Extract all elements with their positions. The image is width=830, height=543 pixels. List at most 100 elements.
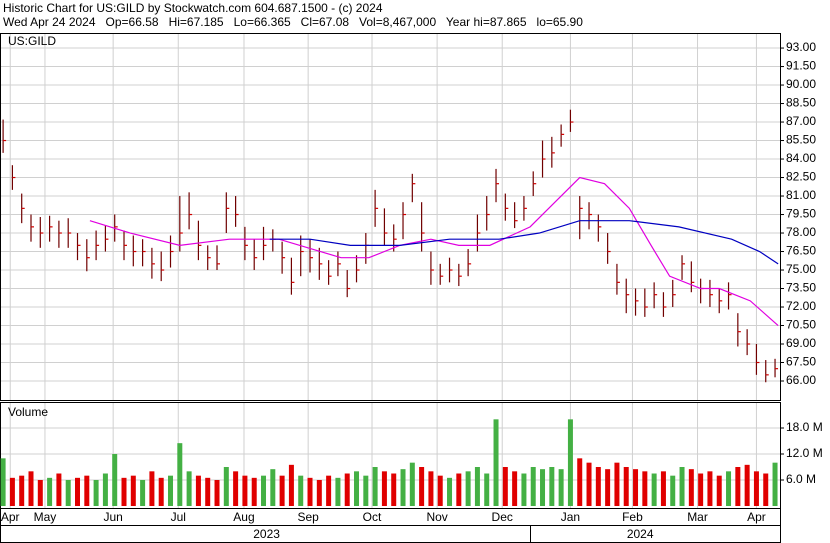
- volume-bar: [474, 467, 480, 506]
- x-tick-label: Jul: [171, 510, 186, 524]
- volume-bar: [9, 477, 15, 506]
- volume-label: Volume: [8, 405, 48, 419]
- volume-bar: [84, 475, 90, 506]
- volume-bar: [195, 475, 201, 506]
- volume-bar: [19, 475, 25, 506]
- volume-bar: [158, 477, 164, 506]
- y-tick-label: 85.50: [786, 133, 816, 147]
- x-tick-label: Jan: [561, 510, 580, 524]
- x-tick-label: Jun: [103, 510, 122, 524]
- volume-bar: [493, 419, 499, 506]
- volume-bar: [140, 480, 146, 506]
- volume-bar: [223, 467, 229, 506]
- volume-bar: [93, 480, 99, 506]
- volume-bar: [177, 443, 183, 506]
- volume-bar: [102, 473, 108, 506]
- chart-subtitle: Wed Apr 24 2024 Op=66.58 Hi=67.185 Lo=66…: [3, 15, 583, 29]
- volume-bar: [679, 467, 685, 506]
- volume-bar: [400, 469, 406, 506]
- volume-bar: [121, 477, 127, 506]
- volume-bar: [605, 469, 611, 506]
- volume-bar: [409, 462, 415, 506]
- volume-bar: [660, 471, 666, 506]
- volume-bar: [521, 473, 527, 506]
- volume-bar: [633, 469, 639, 506]
- y-tick-label: 73.50: [786, 281, 816, 295]
- volume-bar: [726, 471, 732, 506]
- y-tick-label: 76.50: [786, 244, 816, 258]
- volume-bar: [642, 471, 648, 506]
- volume-bar: [484, 473, 490, 506]
- volume-bar: [354, 471, 360, 506]
- volume-bar: [168, 475, 174, 506]
- x-tick-label: Nov: [426, 510, 447, 524]
- x-tick-label: Sep: [297, 510, 319, 524]
- chart-title: Historic Chart for US:GILD by Stockwatch…: [3, 1, 383, 15]
- y-tick-label: 88.50: [786, 96, 816, 110]
- y-tick-label: 12.0 M: [786, 446, 823, 460]
- volume-bar: [28, 471, 34, 506]
- volume-bar: [465, 471, 471, 506]
- y-tick-label: 18.0 M: [786, 420, 823, 434]
- y-tick-label: 87.00: [786, 114, 816, 128]
- price-panel: [0, 33, 781, 401]
- x-tick-label: Oct: [363, 510, 382, 524]
- volume-bar: [0, 458, 6, 506]
- volume-bar: [595, 467, 601, 506]
- y-tick-label: 75.00: [786, 262, 816, 276]
- volume-bar: [251, 477, 257, 506]
- volume-bar: [288, 464, 294, 506]
- volume-bar: [381, 471, 387, 506]
- x-tick-label: Mar: [687, 510, 708, 524]
- volume-bar: [37, 480, 43, 506]
- volume-bar: [698, 473, 704, 506]
- x-tick-label: Apr: [747, 510, 766, 524]
- volume-bar: [567, 419, 573, 506]
- y-tick-label: 66.00: [786, 373, 816, 387]
- volume-bar: [558, 469, 564, 506]
- volume-bar: [335, 477, 341, 506]
- y-tick-label: 69.00: [786, 336, 816, 350]
- y-tick-label: 78.00: [786, 225, 816, 239]
- y-tick-label: 81.00: [786, 188, 816, 202]
- y-tick-label: 79.50: [786, 207, 816, 221]
- volume-bar: [56, 473, 62, 506]
- y-tick-label: 90.00: [786, 77, 816, 91]
- volume-bar: [233, 471, 239, 506]
- volume-bar: [214, 480, 220, 506]
- x-tick-label: Aug: [233, 510, 254, 524]
- volume-bar: [530, 467, 536, 506]
- volume-bar: [363, 475, 369, 506]
- volume-bar: [744, 464, 750, 506]
- volume-bar: [186, 471, 192, 506]
- volume-bar: [549, 467, 555, 506]
- y-tick-label: 84.00: [786, 151, 816, 165]
- volume-bar: [651, 473, 657, 506]
- volume-bar: [149, 471, 155, 506]
- volume-bar: [688, 469, 694, 506]
- volume-bar: [586, 462, 592, 506]
- volume-bar: [428, 471, 434, 506]
- volume-bar: [75, 477, 81, 506]
- volume-bar: [763, 473, 769, 506]
- volume-bar: [707, 471, 713, 506]
- year-label: 2024: [627, 527, 654, 541]
- x-tick-label: Dec: [492, 510, 513, 524]
- moving-average: [269, 220, 779, 265]
- volume-bar: [623, 467, 629, 506]
- volume-bar: [772, 462, 778, 506]
- x-tick-label: Feb: [622, 510, 643, 524]
- volume-bar: [130, 475, 136, 506]
- volume-bar: [344, 473, 350, 506]
- year-label: 2023: [253, 527, 280, 541]
- y-tick-label: 93.00: [786, 40, 816, 54]
- volume-bar: [270, 469, 276, 506]
- volume-bar: [735, 467, 741, 506]
- volume-bar: [65, 480, 71, 506]
- x-tick-label: May: [34, 510, 57, 524]
- y-tick-label: 91.50: [786, 59, 816, 73]
- volume-bar: [391, 473, 397, 506]
- y-tick-label: 72.00: [786, 299, 816, 313]
- y-tick-label: 82.50: [786, 170, 816, 184]
- volume-bar: [540, 469, 546, 506]
